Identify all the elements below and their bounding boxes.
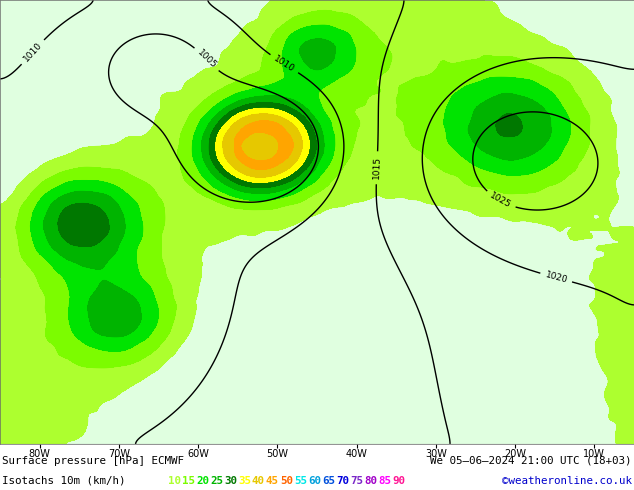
Text: ©weatheronline.co.uk: ©weatheronline.co.uk — [502, 476, 632, 486]
Text: 15: 15 — [182, 476, 195, 486]
Text: 20: 20 — [196, 476, 209, 486]
Text: 50: 50 — [280, 476, 293, 486]
Text: 1020: 1020 — [544, 270, 568, 285]
Text: 1010: 1010 — [22, 41, 44, 64]
Text: 55: 55 — [294, 476, 307, 486]
Text: 70: 70 — [336, 476, 349, 486]
Text: We 05–06–2024 21:00 UTC (18+03): We 05–06–2024 21:00 UTC (18+03) — [430, 456, 632, 466]
Text: 45: 45 — [266, 476, 279, 486]
Text: 10: 10 — [168, 476, 181, 486]
Text: 75: 75 — [350, 476, 363, 486]
Text: 25: 25 — [210, 476, 223, 486]
Text: Surface pressure [hPa] ECMWF: Surface pressure [hPa] ECMWF — [2, 456, 184, 466]
Text: 35: 35 — [238, 476, 251, 486]
Text: 1005: 1005 — [195, 48, 218, 71]
Text: 1010: 1010 — [272, 54, 296, 74]
Text: Isotachs 10m (km/h): Isotachs 10m (km/h) — [2, 476, 132, 486]
Text: 80: 80 — [364, 476, 377, 486]
Text: 90: 90 — [392, 476, 405, 486]
Text: 30: 30 — [224, 476, 237, 486]
Text: 1025: 1025 — [488, 191, 513, 210]
Text: 85: 85 — [378, 476, 391, 486]
Text: 1015: 1015 — [372, 156, 382, 179]
Text: 40: 40 — [252, 476, 265, 486]
Text: 65: 65 — [322, 476, 335, 486]
Text: 60: 60 — [308, 476, 321, 486]
